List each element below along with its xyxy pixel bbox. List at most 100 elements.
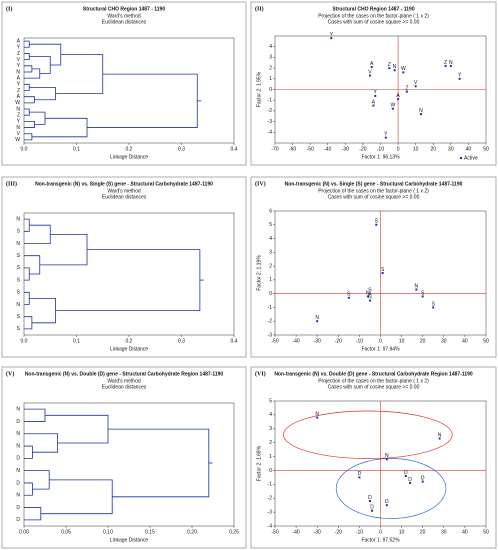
point — [409, 481, 412, 484]
point — [375, 223, 378, 226]
legend-label: Active — [464, 155, 478, 161]
y-tick-label: -4 — [268, 523, 273, 529]
x-tick-label: -40 — [292, 529, 299, 535]
y-tick-label: -2 — [268, 108, 273, 114]
x-tick-label: -10 — [356, 529, 363, 535]
panel-title: Structural CHO Region 1487 - 1190 — [332, 6, 414, 12]
x-tick-label: -40 — [292, 338, 299, 344]
point — [384, 136, 387, 139]
x-tick-label: -50 — [271, 529, 278, 535]
x-tick-label: -60 — [289, 146, 296, 152]
panel: (II) Structural CHO Region 1487 - 1190Pro… — [250, 1, 497, 166]
y-axis-label: Factor 2: 1.68% — [256, 445, 262, 481]
x-tick-label: 0.00 — [19, 529, 29, 535]
panel-subtitle: Ward's method — [107, 378, 141, 384]
point — [381, 272, 384, 274]
x-tick-label: 20 — [430, 146, 436, 152]
point — [368, 299, 371, 302]
point — [438, 437, 441, 440]
point — [449, 64, 452, 67]
y-tick-label: -3 — [268, 332, 273, 338]
x-tick-label: -30 — [314, 338, 321, 344]
x-tick-label: -50 — [307, 146, 314, 152]
y-tick-label: 5 — [269, 222, 272, 228]
panel-title: Non-transgenic (N) vs. Double (D) gene -… — [274, 371, 473, 377]
panel-subtitle: Ward's method — [107, 188, 141, 194]
panel: (VI) Non-transgenic (N) vs. Double (D) ge… — [250, 366, 497, 549]
x-tick-label: 0.1 — [73, 146, 80, 152]
point-label: D — [385, 499, 389, 505]
point-label: N — [315, 411, 319, 417]
x-tick-label: -40 — [324, 146, 331, 152]
x-tick-label: 0.3 — [178, 146, 185, 152]
x-tick-label: 10 — [413, 146, 419, 152]
x-axis-label: Factor 1: 96.13% — [361, 154, 400, 160]
panel-title: Non-transgenic (N) vs. Single (S) gene -… — [35, 181, 213, 187]
point — [368, 74, 371, 77]
y-tick-label: 3 — [269, 250, 272, 256]
leaf-label: W — [15, 137, 20, 143]
point-label: A — [396, 93, 400, 99]
x-tick-label: 0 — [379, 529, 382, 535]
y-tick-label: -3 — [268, 509, 273, 515]
y-tick-label: 4 — [269, 236, 272, 242]
leaf-label: Z — [17, 113, 20, 119]
leaf-label: Y — [17, 119, 21, 125]
x-tick-label: 0.2 — [126, 338, 133, 344]
x-axis-label: Factor 1: 97.52% — [361, 537, 400, 543]
x-tick-label: -10 — [377, 146, 384, 152]
y-tick-label: -1 — [268, 98, 273, 104]
point — [419, 113, 422, 116]
point-label: S — [432, 301, 436, 307]
point — [385, 458, 388, 461]
point — [330, 37, 333, 40]
panel-subtitle: Euclidean distances — [102, 194, 147, 200]
leaf-label: N — [16, 241, 20, 247]
x-tick-label: 50 — [483, 146, 489, 152]
point-label: Z — [388, 62, 391, 68]
point — [316, 416, 319, 419]
leaf-label: N — [16, 106, 20, 112]
panel-subtitle: Euclidean distances — [102, 384, 147, 390]
x-tick-label: 0.0 — [21, 146, 28, 152]
point-label: Y — [374, 90, 378, 96]
panel-label: (I) — [6, 5, 12, 12]
x-tick-label: 0.05 — [61, 529, 71, 535]
panel-label: (IV) — [255, 180, 266, 187]
point — [370, 66, 373, 69]
panel-frame — [1, 176, 247, 358]
x-tick-label: 10 — [399, 338, 405, 344]
point — [402, 71, 405, 74]
y-tick-label: -2 — [268, 319, 273, 325]
point-label: S — [375, 219, 379, 225]
x-tick-label: 40 — [462, 338, 468, 344]
x-tick-label: -20 — [359, 146, 366, 152]
x-tick-label: 0.1 — [73, 338, 80, 344]
y-tick-label: 1 — [269, 454, 272, 460]
panel-subtitle: Cases with sum of cosine square >= 0.00 — [328, 19, 420, 25]
panel-subtitle: Ward's method — [107, 13, 141, 19]
point-label: S — [381, 267, 385, 273]
point — [458, 77, 461, 80]
y-tick-label: 0 — [269, 87, 272, 93]
x-axis-label: Linkage Distance — [110, 537, 149, 543]
panel-frame — [250, 1, 497, 166]
y-tick-label: 0 — [269, 468, 272, 474]
point-label: D — [421, 475, 425, 481]
leaf-label: Z — [17, 88, 20, 94]
x-tick-label: 0.4 — [231, 338, 238, 344]
x-tick-label: 30 — [441, 338, 447, 344]
y-tick-label: 2 — [269, 65, 272, 71]
leaf-label: A — [17, 38, 21, 44]
panel: (V) Non-transgenic (N) vs. Double (D) gen… — [1, 366, 247, 549]
y-tick-label: 3 — [269, 426, 272, 432]
leaf-label: Y — [17, 63, 21, 69]
x-tick-label: -20 — [335, 529, 342, 535]
panel-subtitle: Cases with sum of cosine square >= 0.00 — [328, 384, 420, 390]
leaf-label: S — [17, 265, 21, 271]
y-tick-label: -1 — [268, 305, 273, 311]
point-label: N — [415, 283, 419, 289]
point — [347, 296, 350, 299]
